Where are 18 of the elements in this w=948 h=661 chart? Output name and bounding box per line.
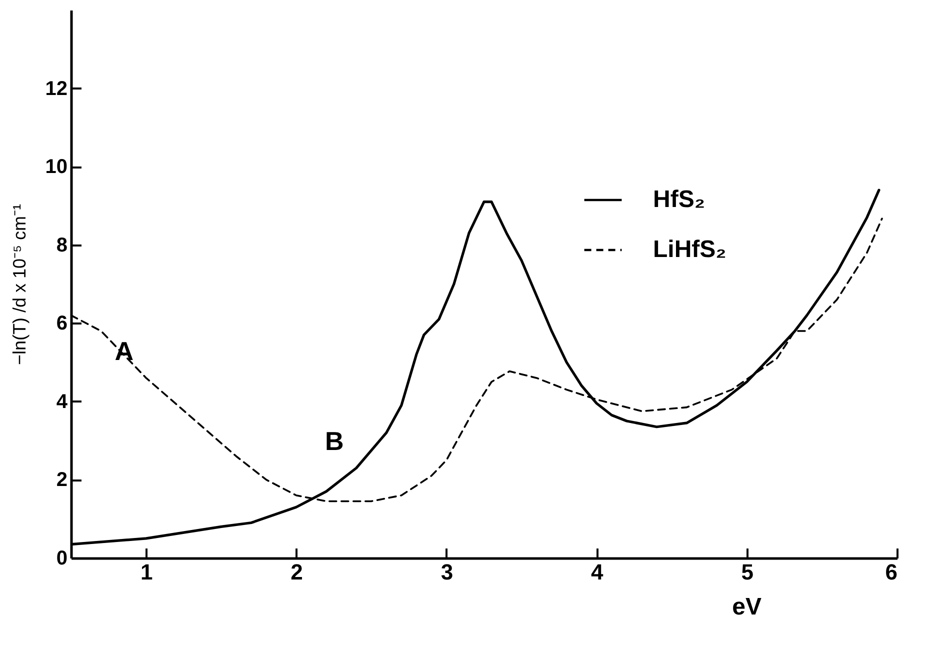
y-tick-label: 10 <box>45 156 68 178</box>
y-tick-label: 4 <box>56 390 68 413</box>
x-tick-label: 5 <box>741 560 754 584</box>
y-tick-label: 2 <box>56 469 68 492</box>
x-tick-label: 4 <box>591 560 604 584</box>
legend-label: HfS₂ <box>653 186 705 213</box>
y-axis-title: −ln(T) /d x 10⁻⁵ cm⁻¹ <box>9 204 30 365</box>
x-tick-label: 2 <box>290 560 303 584</box>
x-tick-label: 1 <box>140 560 153 584</box>
x-axis-title: eV <box>732 594 762 620</box>
legend-label: LiHfS₂ <box>653 236 726 263</box>
y-tick-label: 0 <box>56 548 68 570</box>
y-tick-label: 8 <box>56 234 68 256</box>
annotation: B <box>324 426 344 456</box>
x-tick-label: 3 <box>440 560 454 584</box>
y-tick-label: 6 <box>56 312 68 335</box>
y-tick-label: 12 <box>45 78 68 100</box>
x-tick-label: 6 <box>885 560 898 584</box>
